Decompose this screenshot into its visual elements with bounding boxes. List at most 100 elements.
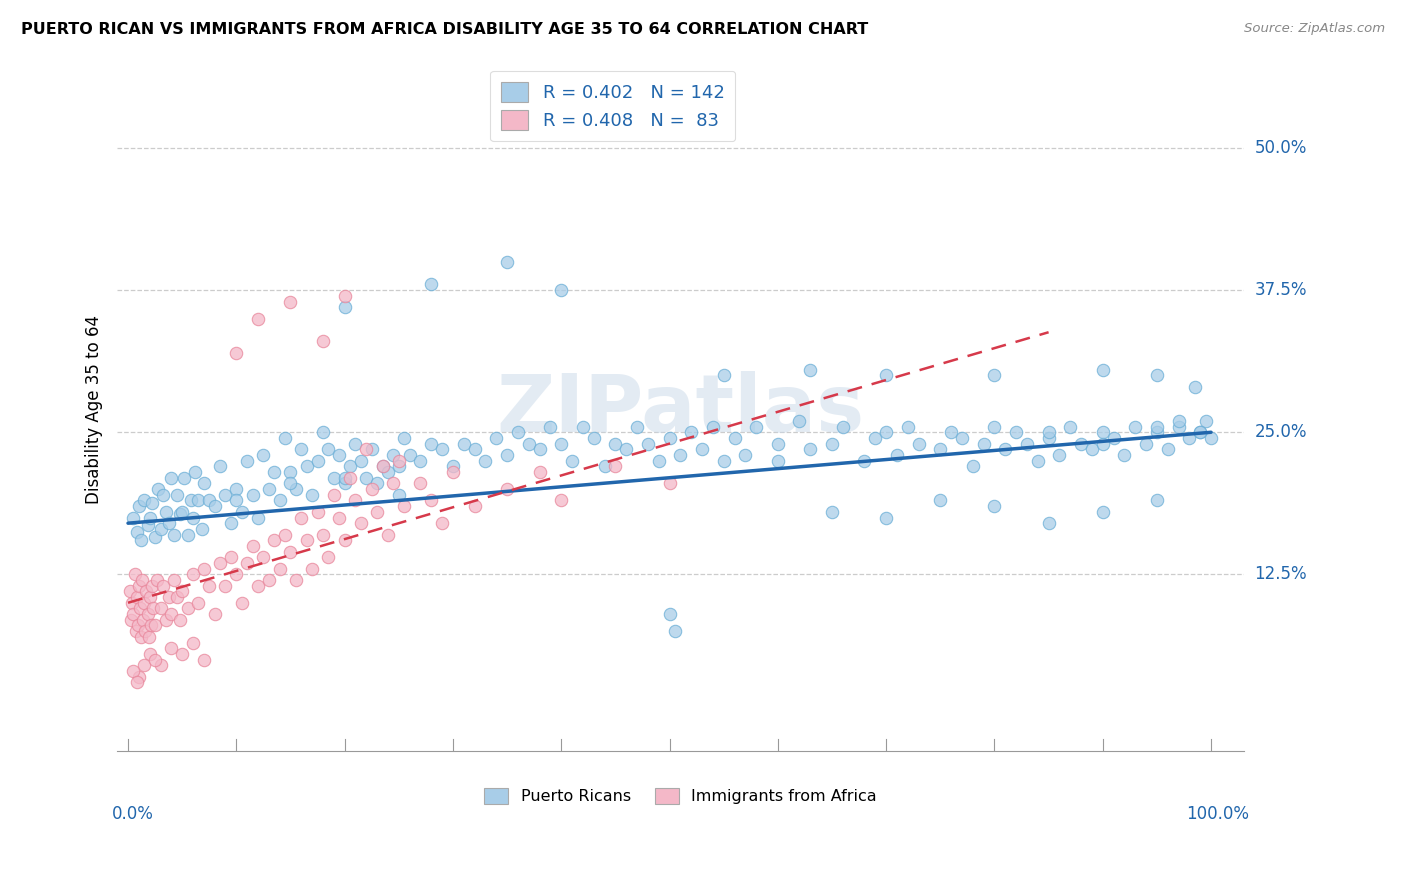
Point — [236, 453, 259, 467]
Point — [120, 613, 142, 627]
Point — [1194, 414, 1216, 428]
Point — [994, 442, 1017, 457]
Point — [398, 448, 420, 462]
Point — [464, 442, 486, 457]
Point — [143, 530, 166, 544]
Point — [128, 579, 150, 593]
Point — [637, 436, 659, 450]
Point — [139, 618, 162, 632]
Point — [529, 442, 551, 457]
Point — [204, 607, 226, 621]
Point — [312, 334, 335, 349]
Point — [690, 442, 713, 457]
Point — [231, 505, 253, 519]
Point — [269, 562, 291, 576]
Point — [172, 505, 194, 519]
Point — [157, 590, 180, 604]
Point — [219, 516, 242, 531]
Point — [132, 613, 155, 627]
Point — [1146, 493, 1168, 508]
Point — [138, 647, 160, 661]
Point — [647, 453, 669, 467]
Point — [664, 624, 686, 639]
Point — [169, 613, 191, 627]
Point — [257, 573, 280, 587]
Point — [529, 465, 551, 479]
Point — [392, 431, 415, 445]
Point — [350, 516, 373, 531]
Text: 12.5%: 12.5% — [1254, 566, 1308, 583]
Point — [1167, 414, 1189, 428]
Point — [371, 459, 394, 474]
Text: 50.0%: 50.0% — [1254, 139, 1306, 157]
Point — [1189, 425, 1212, 440]
Point — [1005, 425, 1028, 440]
Point — [453, 436, 475, 450]
Point — [181, 567, 204, 582]
Point — [269, 493, 291, 508]
Point — [120, 584, 142, 599]
Point — [550, 493, 572, 508]
Point — [128, 499, 150, 513]
Point — [496, 482, 519, 496]
Point — [371, 459, 394, 474]
Point — [328, 510, 350, 524]
Point — [474, 453, 496, 467]
Point — [496, 448, 519, 462]
Point — [1059, 419, 1081, 434]
Point — [322, 471, 344, 485]
Legend: Puerto Ricans, Immigrants from Africa: Puerto Ricans, Immigrants from Africa — [478, 781, 883, 811]
Point — [181, 635, 204, 649]
Point — [149, 658, 172, 673]
Point — [136, 518, 159, 533]
Point — [284, 482, 307, 496]
Point — [301, 488, 323, 502]
Point — [204, 499, 226, 513]
Point — [1081, 442, 1104, 457]
Point — [441, 465, 464, 479]
Point — [496, 254, 519, 268]
Point — [339, 471, 361, 485]
Point — [377, 465, 399, 479]
Point — [162, 527, 184, 541]
Point — [322, 488, 344, 502]
Point — [155, 505, 177, 519]
Point — [464, 499, 486, 513]
Point — [766, 436, 789, 450]
Point — [333, 533, 356, 548]
Point — [318, 550, 340, 565]
Point — [799, 442, 821, 457]
Point — [550, 436, 572, 450]
Point — [1167, 419, 1189, 434]
Point — [246, 579, 269, 593]
Point — [366, 505, 388, 519]
Point — [187, 493, 209, 508]
Point — [280, 465, 302, 479]
Point — [225, 567, 247, 582]
Point — [658, 431, 681, 445]
Point — [193, 562, 215, 576]
Point — [550, 283, 572, 297]
Point — [350, 453, 373, 467]
Point — [950, 431, 973, 445]
Point — [382, 448, 405, 462]
Point — [723, 431, 745, 445]
Point — [356, 471, 378, 485]
Point — [155, 613, 177, 627]
Point — [209, 459, 232, 474]
Point — [1114, 448, 1136, 462]
Point — [176, 601, 198, 615]
Point — [377, 527, 399, 541]
Point — [1070, 436, 1092, 450]
Point — [360, 442, 382, 457]
Point — [148, 482, 170, 496]
Point — [745, 419, 768, 434]
Point — [187, 596, 209, 610]
Y-axis label: Disability Age 35 to 64: Disability Age 35 to 64 — [86, 315, 103, 504]
Point — [983, 499, 1005, 513]
Point — [184, 465, 207, 479]
Point — [127, 618, 149, 632]
Point — [388, 453, 411, 467]
Point — [141, 496, 163, 510]
Point — [1049, 448, 1071, 462]
